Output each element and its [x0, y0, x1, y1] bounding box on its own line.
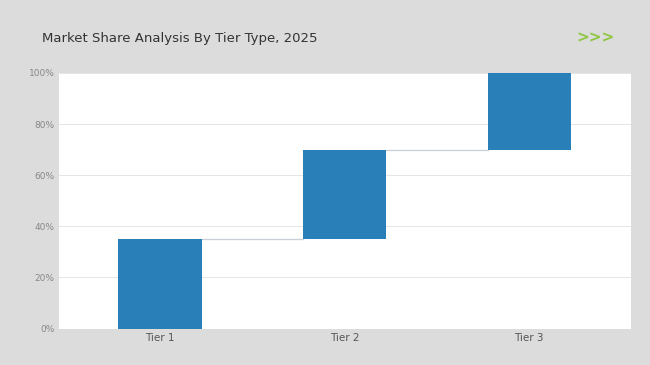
Text: Market Share Analysis By Tier Type, 2025: Market Share Analysis By Tier Type, 2025 — [42, 32, 318, 45]
Bar — [118, 239, 202, 328]
Text: >>>: >>> — [576, 31, 614, 46]
Bar — [488, 73, 571, 150]
Bar — [303, 150, 386, 239]
